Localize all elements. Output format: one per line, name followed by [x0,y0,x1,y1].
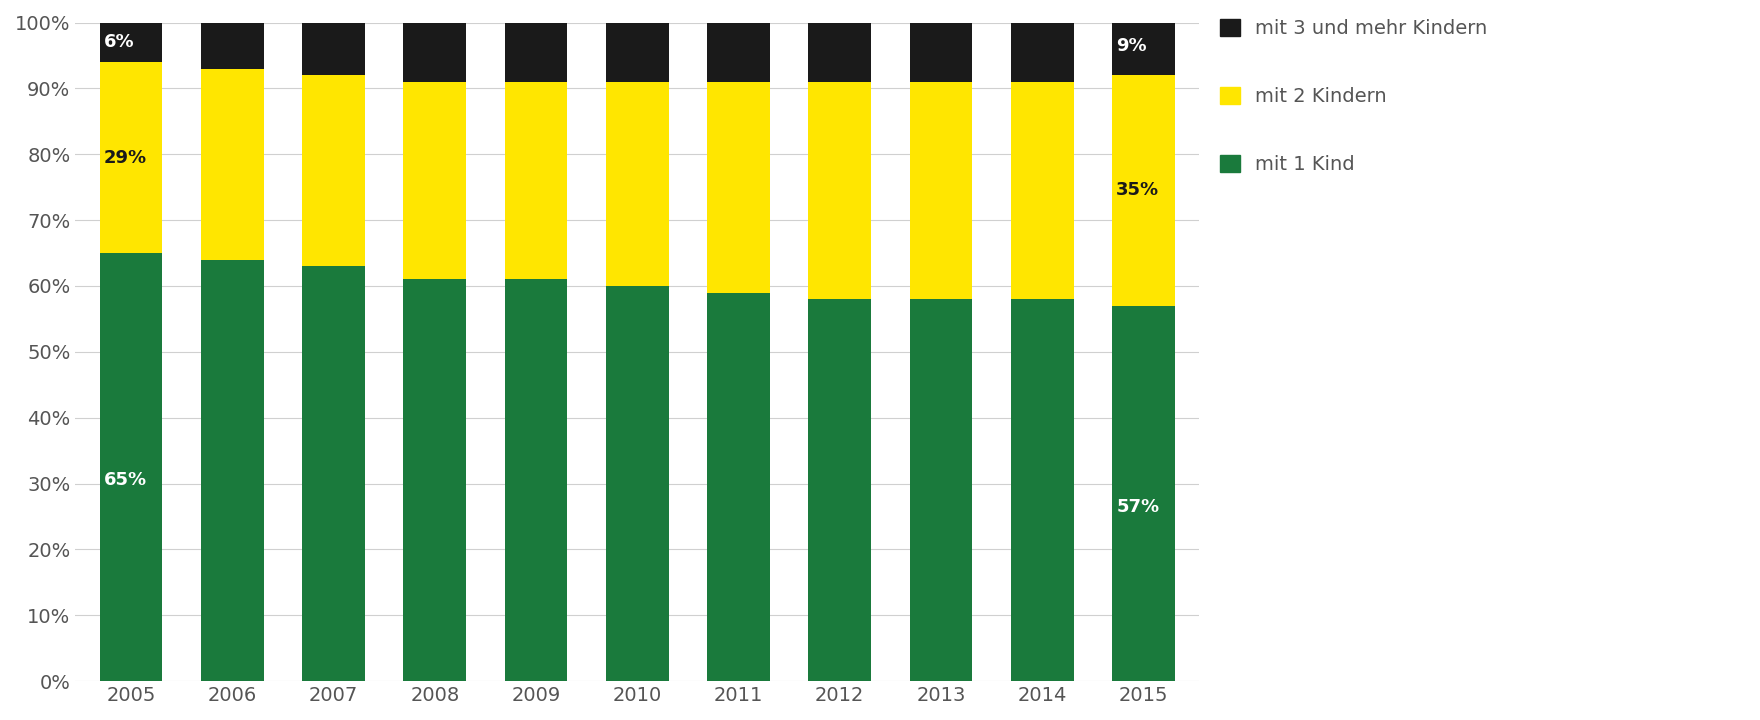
Bar [910,82,972,299]
Text: 57%: 57% [1116,498,1160,516]
Bar [403,22,466,82]
Text: 35%: 35% [1116,181,1160,199]
Text: 6%: 6% [104,33,134,51]
Bar [505,82,567,279]
Bar [708,292,769,681]
Bar [1112,75,1176,306]
Legend: mit 3 und mehr Kindern, mit 2 Kindern, mit 1 Kind: mit 3 und mehr Kindern, mit 2 Kindern, m… [1220,19,1487,174]
Text: 65%: 65% [104,472,146,490]
Bar [708,22,769,82]
Bar [100,62,162,253]
Bar [505,22,567,82]
Bar [403,82,466,279]
Bar [403,279,466,681]
Bar [303,266,364,681]
Bar [201,260,264,681]
Bar [1112,16,1176,75]
Bar [505,279,567,681]
Bar [100,22,162,62]
Bar [303,75,364,266]
Bar [201,22,264,68]
Bar [910,299,972,681]
Text: 29%: 29% [104,148,146,166]
Bar [605,82,669,286]
Bar [605,286,669,681]
Bar [303,22,364,75]
Bar [808,299,871,681]
Bar [201,68,264,260]
Bar [808,82,871,299]
Bar [605,22,669,82]
Bar [1010,299,1074,681]
Bar [1010,22,1074,82]
Bar [808,22,871,82]
Bar [1010,82,1074,299]
Bar [100,253,162,681]
Bar [708,82,769,292]
Bar [910,22,972,82]
Bar [1112,306,1176,681]
Text: 9%: 9% [1116,37,1148,55]
